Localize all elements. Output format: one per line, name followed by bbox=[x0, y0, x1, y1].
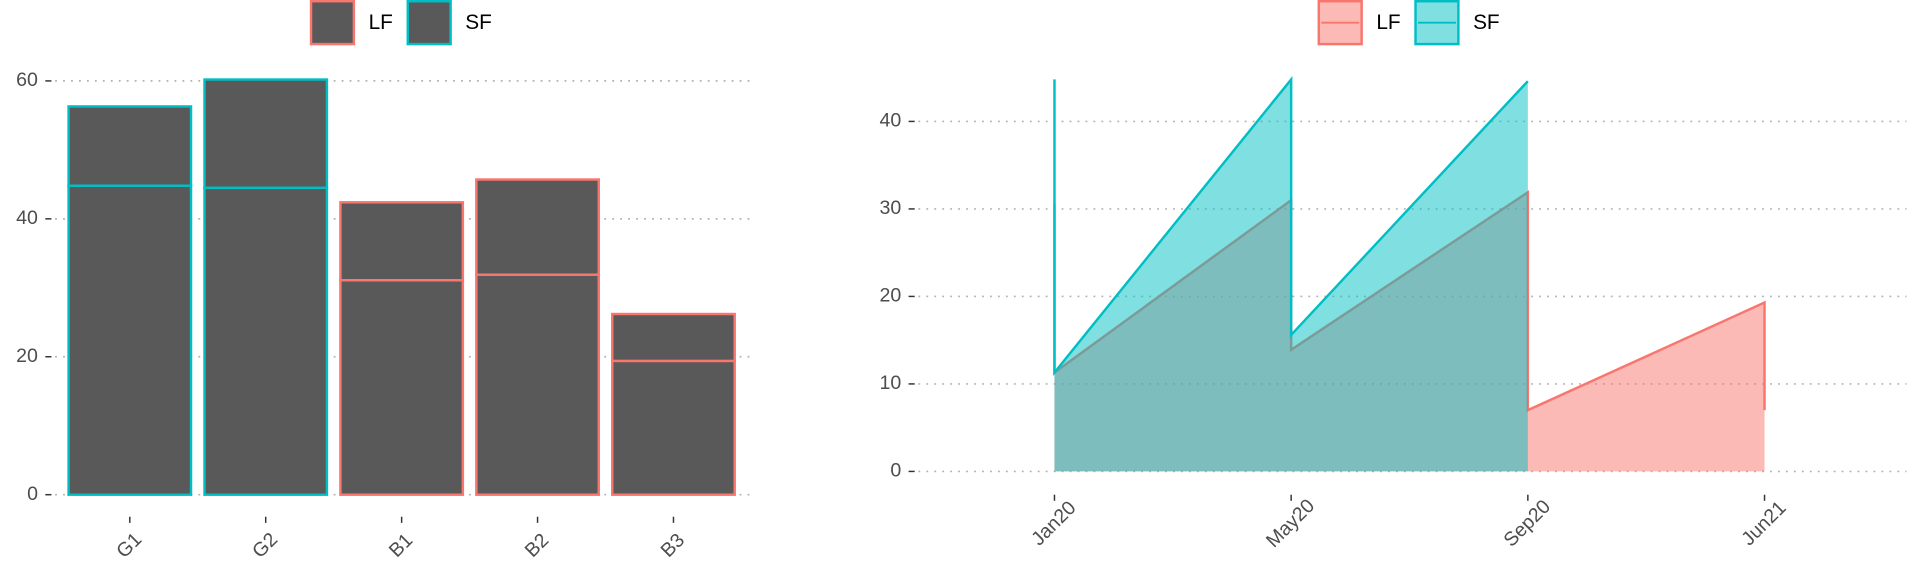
bar-segment bbox=[611, 312, 736, 363]
bar-segment bbox=[611, 359, 736, 496]
bar-segment bbox=[475, 178, 601, 276]
y-tick-label: 40 bbox=[879, 110, 901, 132]
bar-segment bbox=[203, 186, 329, 496]
legend-key bbox=[406, 0, 452, 46]
legend-label: SF bbox=[465, 11, 492, 34]
bar-segment bbox=[339, 201, 465, 282]
legend-key bbox=[309, 0, 356, 46]
x-tick-label: May20 bbox=[1262, 495, 1319, 552]
bar-segment bbox=[67, 105, 193, 187]
x-tick-label: B2 bbox=[521, 529, 553, 561]
x-tick-label: B3 bbox=[657, 529, 690, 562]
area-line bbox=[1053, 75, 1529, 377]
x-tick-label: Jan20 bbox=[1027, 497, 1080, 550]
y-tick-label: 40 bbox=[16, 207, 38, 229]
bar-segment bbox=[339, 278, 465, 496]
legend-label: LF bbox=[1376, 11, 1400, 34]
y-tick-label: 10 bbox=[879, 372, 901, 394]
bar-segment bbox=[475, 273, 601, 496]
y-tick-label: 0 bbox=[890, 460, 901, 482]
y-tick-label: 20 bbox=[879, 285, 901, 307]
x-tick-label: B1 bbox=[385, 529, 417, 561]
y-tick-label: 30 bbox=[879, 197, 901, 219]
y-tick-label: 20 bbox=[16, 345, 38, 367]
x-tick-label: Jun21 bbox=[1737, 497, 1790, 550]
y-tick-label: 0 bbox=[27, 483, 38, 505]
x-tick-label: G2 bbox=[248, 529, 282, 563]
legend-label: SF bbox=[1473, 11, 1500, 34]
y-tick-label: 60 bbox=[16, 69, 38, 91]
bar-segment bbox=[203, 78, 329, 190]
charts: 0 20 40 60 G1 G2 B1 B2 B3 LF SF 0 10 20 30 40 Jan20 May20… bbox=[16, 0, 1907, 563]
x-tick-label: G1 bbox=[112, 529, 146, 563]
x-tick-label: Sep20 bbox=[1499, 496, 1555, 552]
legend-label: LF bbox=[369, 11, 393, 34]
bar-segment bbox=[67, 184, 193, 496]
